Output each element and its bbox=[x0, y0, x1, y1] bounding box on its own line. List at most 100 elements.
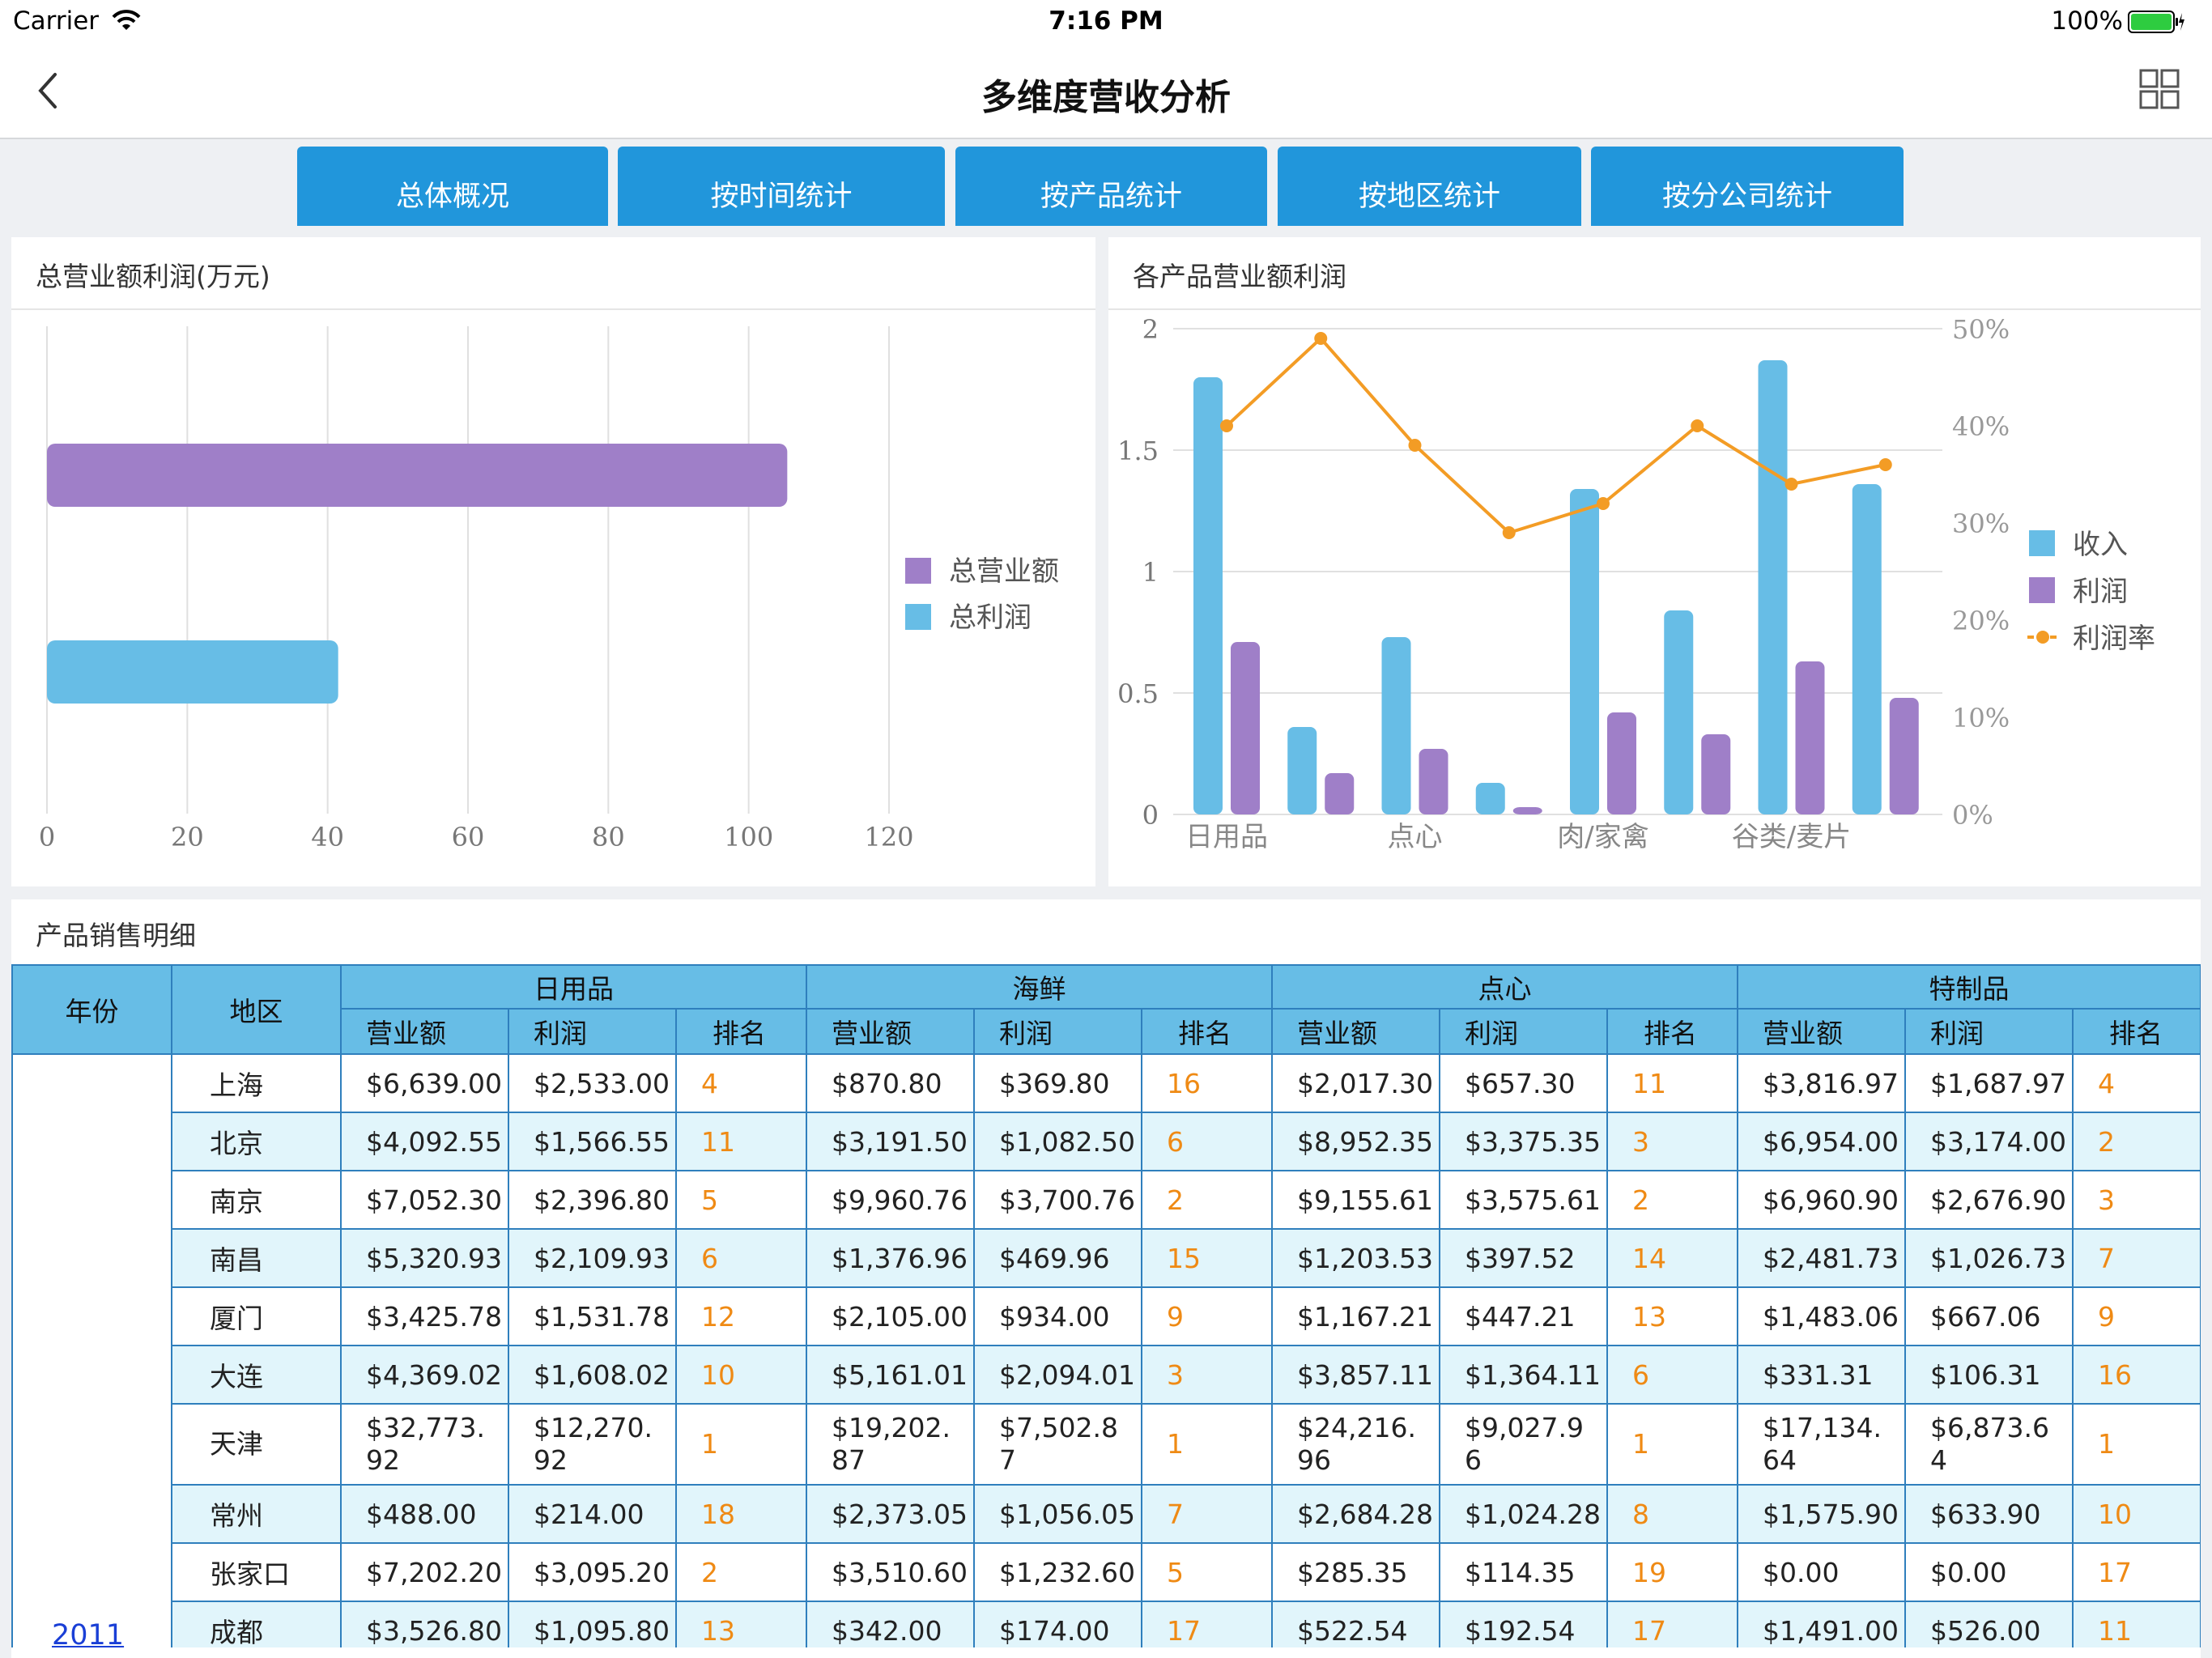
point-profit-rate bbox=[1878, 458, 1892, 471]
rank-cell: 2 bbox=[1141, 1170, 1274, 1230]
point-profit-rate bbox=[1784, 478, 1798, 491]
region-cell: 成都 bbox=[171, 1601, 342, 1647]
panel-title: 产品销售明细 bbox=[36, 920, 196, 951]
header-year: 年份 bbox=[11, 964, 172, 1055]
table-row: 2011 上海 $6,639.00 $2,533.00 4 $870.80 $369.80 1… bbox=[11, 1053, 2201, 1647]
rank-cell: 16 bbox=[2072, 1345, 2201, 1405]
tab-by-product[interactable]: 按产品统计 bbox=[955, 147, 1267, 226]
rank-cell: 6 bbox=[1141, 1112, 1274, 1171]
page-title: 多维度营收分析 bbox=[981, 77, 1231, 118]
revenue-cell: $3,191.50 bbox=[806, 1112, 976, 1171]
profit-cell: $1,232.60 bbox=[973, 1542, 1143, 1602]
subheader-cell: 排名 bbox=[1606, 1008, 1739, 1055]
revenue-cell: $24,216.96 bbox=[1271, 1403, 1441, 1486]
subheader-cell: 利润 bbox=[973, 1008, 1143, 1055]
rank-cell: 13 bbox=[674, 1601, 808, 1647]
group-header: 点心 bbox=[1271, 964, 1739, 1010]
profit-cell: $1,024.28 bbox=[1439, 1484, 1609, 1544]
legend-swatch bbox=[905, 558, 931, 584]
year-cell: 2011 bbox=[11, 1054, 172, 1647]
tab-by-region[interactable]: 按地区统计 bbox=[1278, 147, 1581, 226]
bar-income bbox=[1852, 484, 1882, 814]
y-tick-label: 0.5 bbox=[1117, 678, 1159, 709]
revenue-cell: $3,816.97 bbox=[1737, 1053, 1907, 1113]
x-tick-label: 60 bbox=[452, 822, 485, 852]
bar-income bbox=[1193, 377, 1223, 814]
rank-cell: 2 bbox=[674, 1542, 808, 1602]
rank-cell: 1 bbox=[1606, 1403, 1739, 1486]
legend-label: 总营业额 bbox=[949, 555, 1059, 588]
clock-label: 7:16 PM bbox=[1049, 6, 1163, 36]
status-bar: Carrier 7:16 PM 100% bbox=[0, 0, 2212, 45]
rank-cell: 12 bbox=[674, 1286, 808, 1346]
table-row: 南京 $7,052.30 $2,396.80 5 $9,960.76 $3,700.76 2… bbox=[12, 1170, 2201, 1230]
rank-cell: 7 bbox=[2072, 1228, 2201, 1288]
table-row: 成都 $3,526.80 $1,095.80 13 $342.00 $174.00 17 $5… bbox=[12, 1601, 2201, 1647]
tab-by-time[interactable]: 按时间统计 bbox=[618, 147, 945, 226]
tab-by-branch[interactable]: 按分公司统计 bbox=[1591, 147, 1904, 226]
table-row: 常州 $488.00 $214.00 18 $2,373.05 $1,056.05 7 $2,… bbox=[12, 1484, 2201, 1544]
rank-cell: 1 bbox=[1141, 1403, 1274, 1486]
subheader-cell: 营业额 bbox=[806, 1008, 976, 1055]
revenue-cell: $1,491.00 bbox=[1737, 1601, 1907, 1647]
x-tick-label: 100 bbox=[724, 822, 773, 852]
revenue-cell: $5,161.01 bbox=[806, 1345, 976, 1405]
year-link[interactable]: 2011 bbox=[52, 1619, 125, 1647]
bar-profit bbox=[1231, 642, 1260, 814]
profit-cell: $1,056.05 bbox=[973, 1484, 1143, 1544]
rank-cell: 11 bbox=[1606, 1053, 1739, 1113]
rank-cell: 17 bbox=[1141, 1601, 1274, 1647]
y2-tick-label: 10% bbox=[1952, 703, 2010, 733]
rank-cell: 7 bbox=[1141, 1484, 1274, 1544]
rank-cell: 10 bbox=[674, 1345, 808, 1405]
revenue-cell: $342.00 bbox=[806, 1601, 976, 1647]
revenue-cell: $9,155.61 bbox=[1271, 1170, 1441, 1230]
profit-cell: $12,270.92 bbox=[508, 1403, 677, 1486]
region-cell: 天津 bbox=[171, 1403, 342, 1486]
product-revenue-chart: 00.511.520%10%20%30%40%50%日用品 点心 肉/家禽 谷类/麦片… bbox=[1117, 314, 2155, 853]
sales-table: 年份 地区 日用品 海鲜 点心 特制品 营业额 利润 排名 营业额 利润 排名 营业额 利润排… bbox=[11, 964, 2201, 1647]
legend-swatch bbox=[905, 604, 931, 630]
revenue-cell: $17,134.64 bbox=[1737, 1403, 1907, 1486]
revenue-cell: $2,373.05 bbox=[806, 1484, 976, 1544]
bar-profit bbox=[1419, 749, 1448, 814]
profit-cell: $526.00 bbox=[1904, 1601, 2074, 1647]
profit-cell: $2,109.93 bbox=[508, 1228, 677, 1288]
rank-cell: 8 bbox=[1606, 1484, 1739, 1544]
x-tick-label: 20 bbox=[171, 822, 204, 852]
x-tick-label: 日用品 bbox=[1185, 821, 1268, 853]
legend-label: 收入 bbox=[2073, 529, 2128, 561]
y2-tick-label: 0% bbox=[1952, 800, 1993, 831]
bar-income bbox=[1475, 783, 1505, 814]
point-profit-rate bbox=[1314, 332, 1328, 345]
x-tick-label: 肉/家禽 bbox=[1557, 821, 1648, 853]
profit-cell: $1,082.50 bbox=[973, 1112, 1143, 1171]
profit-cell: $2,676.90 bbox=[1904, 1170, 2074, 1230]
profit-cell: $106.31 bbox=[1904, 1345, 2074, 1405]
tab-overview[interactable]: 总体概况 bbox=[297, 147, 608, 226]
region-cell: 南京 bbox=[171, 1170, 342, 1230]
point-profit-rate bbox=[1220, 419, 1233, 432]
bar-profit bbox=[1889, 698, 1919, 814]
sales-table-container: 年份 地区 日用品 海鲜 点心 特制品 营业额 利润 排名 营业额 利润 排名 营业额 利润排… bbox=[11, 964, 2201, 1647]
chevron-left-icon[interactable] bbox=[29, 66, 70, 115]
x-tick-label: 点心 bbox=[1388, 821, 1443, 853]
group-header: 日用品 bbox=[339, 964, 808, 1010]
table-row: 张家口 $7,202.20 $3,095.20 2 $3,510.60 $1,232.60… bbox=[12, 1542, 2201, 1602]
rank-cell: 14 bbox=[1606, 1228, 1739, 1288]
profit-cell: $3,095.20 bbox=[508, 1542, 677, 1602]
grid-icon[interactable] bbox=[2139, 68, 2180, 112]
legend-label: 总利润 bbox=[949, 602, 1032, 634]
profit-cell: $447.21 bbox=[1439, 1286, 1609, 1346]
rank-cell: 9 bbox=[1141, 1286, 1274, 1346]
revenue-cell: $19,202.87 bbox=[806, 1403, 976, 1486]
revenue-cell: $1,376.96 bbox=[806, 1228, 976, 1288]
revenue-cell: $7,202.20 bbox=[340, 1542, 509, 1602]
rank-cell: 1 bbox=[2072, 1403, 2201, 1486]
subheader-cell: 排名 bbox=[674, 1008, 808, 1055]
revenue-cell: $6,954.00 bbox=[1737, 1112, 1907, 1171]
x-tick-label: 谷类/麦片 bbox=[1732, 821, 1851, 853]
region-cell: 常州 bbox=[171, 1484, 342, 1544]
header-region: 地区 bbox=[171, 964, 342, 1055]
